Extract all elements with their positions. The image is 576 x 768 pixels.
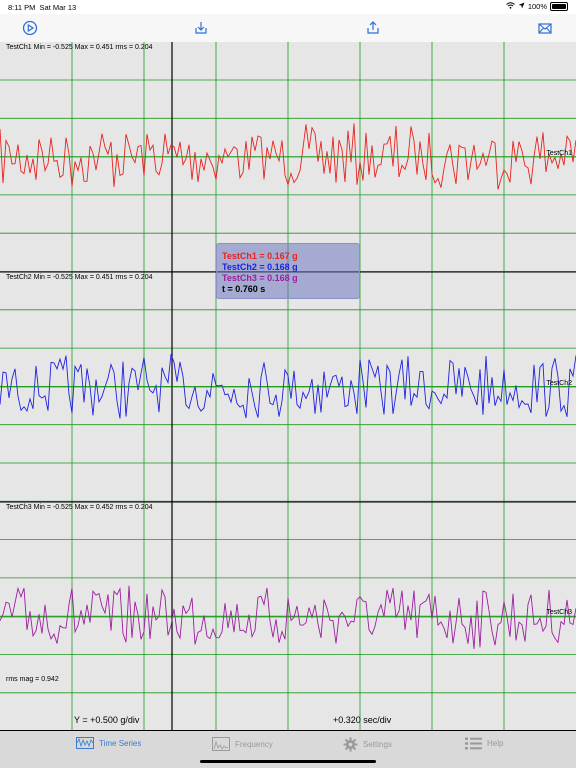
toolbar xyxy=(0,14,576,43)
y-scale-label: Y = +0.500 g/div xyxy=(74,715,140,725)
play-button[interactable] xyxy=(20,18,40,38)
tab-frequency-label: Frequency xyxy=(235,739,273,749)
plot-canvas xyxy=(0,42,576,730)
tab-settings[interactable]: Settings xyxy=(343,737,392,752)
status-time: 8:11 PM Sat Mar 13 xyxy=(8,3,76,12)
cursor-time: t = 0.760 s xyxy=(222,284,266,294)
cursor-ch3: TestCh3 = 0.168 g xyxy=(222,273,298,283)
waveform-icon xyxy=(76,737,94,749)
ch1-stats: TestCh1 Min = -0.525 Max = 0.451 rms = 0… xyxy=(6,44,153,51)
cursor-readout[interactable]: TestCh1 = 0.167 g TestCh2 = 0.168 g Test… xyxy=(216,243,360,299)
waveform-ch3 xyxy=(0,585,576,650)
location-icon xyxy=(518,2,525,11)
share-icon xyxy=(367,21,379,34)
ch2-tag: TestCh2 xyxy=(546,380,572,387)
cursor-ch1: TestCh1 = 0.167 g xyxy=(222,251,298,261)
play-icon xyxy=(22,20,38,36)
tab-frequency[interactable]: Frequency xyxy=(212,737,273,751)
time-series-plot[interactable]: TestCh1 Min = -0.525 Max = 0.451 rms = 0… xyxy=(0,42,576,731)
cursor-ch2: TestCh2 = 0.168 g xyxy=(222,262,298,272)
tab-help-label: Help xyxy=(487,739,504,748)
list-icon xyxy=(465,737,482,750)
status-right: 100% xyxy=(505,2,568,11)
x-scale-label: +0.320 sec/div xyxy=(333,715,392,725)
import-icon xyxy=(195,22,207,34)
mail-icon xyxy=(538,23,552,34)
date: Sat Mar 13 xyxy=(39,3,77,12)
ch2-stats: TestCh2 Min = -0.525 Max = 0.451 rms = 0… xyxy=(6,274,153,281)
waveform-ch2 xyxy=(0,354,576,419)
ch3-stats: TestCh3 Min = -0.525 Max = 0.452 rms = 0… xyxy=(6,504,153,511)
tab-settings-label: Settings xyxy=(363,740,392,749)
status-bar: 8:11 PM Sat Mar 13 100% xyxy=(0,0,576,14)
share-button[interactable] xyxy=(363,18,383,38)
rms-mag: rms mag = 0.942 xyxy=(6,676,59,683)
import-button[interactable] xyxy=(191,18,211,38)
wifi-icon xyxy=(505,2,515,11)
clock: 8:11 PM xyxy=(8,3,36,12)
tab-help[interactable]: Help xyxy=(465,737,503,750)
battery-percent: 100% xyxy=(527,2,547,11)
spectrum-icon xyxy=(212,737,230,751)
tab-time-series[interactable]: Time Series xyxy=(76,737,141,749)
waveform-ch1 xyxy=(0,123,576,190)
home-indicator xyxy=(200,760,376,763)
ch1-tag: TestCh1 xyxy=(546,150,572,157)
battery-icon xyxy=(550,2,568,11)
tab-time-series-label: Time Series xyxy=(99,738,142,748)
mail-button[interactable] xyxy=(535,18,555,38)
gear-icon xyxy=(343,737,358,752)
ch3-tag: TestCh3 xyxy=(546,609,572,616)
